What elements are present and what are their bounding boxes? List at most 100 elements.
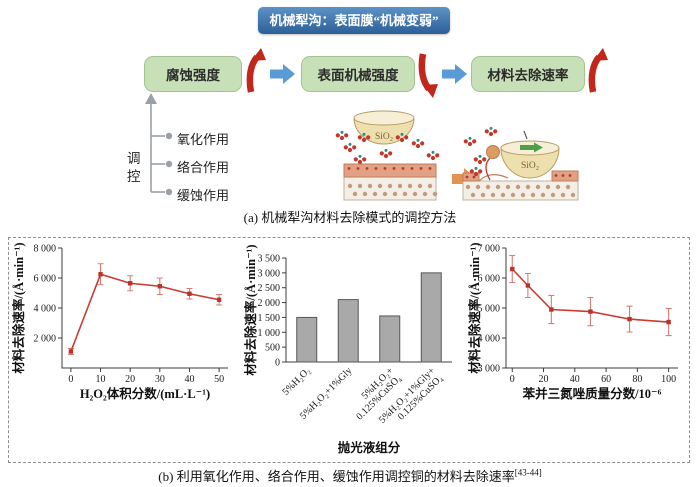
red-up-arrow-icon xyxy=(588,48,608,93)
molecule xyxy=(469,166,483,177)
data-point xyxy=(127,281,133,286)
caption-b-text: (b) 利用氧化作用、络合作用、缓蚀作用调控铜的材料去除速率 xyxy=(158,469,515,484)
data-point xyxy=(588,309,593,314)
regulation-item-oxidation: 氧化作用 xyxy=(177,132,230,147)
molecule xyxy=(395,132,409,143)
gray-up-arrowhead-icon xyxy=(145,93,157,104)
regulation-item-complexation: 络合作用 xyxy=(177,160,230,175)
x-tick-label: 0 xyxy=(68,374,73,385)
y-tick-label: 3 500 xyxy=(258,254,281,265)
molecule xyxy=(426,150,440,161)
x-axis-label: 苯并三氮唑质量分数/10⁻⁶ xyxy=(522,386,662,401)
chart-slurry-mrr-bar: 0 500 1 000 1 500 2 000 2 500 3 000 3 500材料去除速率… xyxy=(244,244,452,455)
x-tick-label: 20 xyxy=(125,374,135,385)
y-tick-label: 6 000 xyxy=(478,274,501,285)
bar xyxy=(379,315,401,363)
green-motion-arrow-icon xyxy=(520,145,534,150)
x-tick-label: 40 xyxy=(184,374,194,385)
data-point xyxy=(666,319,671,325)
y-tick-label: 5 000 xyxy=(478,304,501,315)
bullet-dot-icon xyxy=(165,160,173,168)
y-tick-label: 1 500 xyxy=(258,313,281,324)
bar xyxy=(337,299,359,363)
y-tick-label: 0 xyxy=(275,358,280,369)
molecule xyxy=(335,130,349,141)
data-point xyxy=(549,307,554,312)
sio2-abrasion-illustration: SiO₂ SiO₂ xyxy=(335,110,579,201)
regulation-tree xyxy=(145,93,173,196)
y-tick-label: 8 000 xyxy=(34,244,57,255)
data-point xyxy=(216,297,222,302)
molecule xyxy=(463,136,477,147)
axes xyxy=(61,248,228,369)
x-tick-label: 0 xyxy=(510,374,515,385)
y-tick-label: 2 000 xyxy=(34,334,57,345)
molecule xyxy=(379,148,393,159)
chart-h2o2-mrr-line: 2 000 4 000 6 000 8 000 0 10 20 30 40 50 材料去除速率/(Å… xyxy=(12,242,228,401)
y-tick-label: 7 000 xyxy=(478,244,501,255)
blue-right-arrow-icon xyxy=(270,64,295,84)
flow-box-surface-strength: 表面机械强度 xyxy=(301,56,415,92)
y-tick-label: 500 xyxy=(265,343,280,354)
data-point xyxy=(525,283,531,288)
x-axis-label: 抛光液组分 xyxy=(338,440,401,455)
panel-b-dashed-box: 2 000 4 000 6 000 8 000 0 10 20 30 40 50 材料去除速率/(Å… xyxy=(8,237,690,463)
y-tick-label: 3 000 xyxy=(478,364,501,375)
molecule xyxy=(343,142,357,153)
bullet-dot-icon xyxy=(165,132,173,140)
caption-a: (a) 机械犁沟材料去除模式的调控方法 xyxy=(243,210,457,225)
x-tick-label: 20 xyxy=(539,374,549,385)
caption-b-ref: [43-44] xyxy=(514,467,542,478)
x-axis-label: H₂O₂体积分数/(mL·L⁻¹) xyxy=(80,386,210,401)
axes xyxy=(505,248,678,369)
sio2-label-left: SiO₂ xyxy=(375,132,393,142)
molecule xyxy=(411,138,425,149)
regulation-label: 调控 xyxy=(127,151,141,184)
sio2-label-right: SiO₂ xyxy=(521,161,539,171)
flow-box-corrosion: 腐蚀强度 xyxy=(144,56,242,92)
y-tick-label: 4 000 xyxy=(34,304,57,315)
blue-right-arrow-icon xyxy=(442,64,467,84)
y-tick-label: 3 000 xyxy=(258,268,281,279)
data-point xyxy=(187,291,192,296)
bar xyxy=(420,272,442,363)
x-tick-label: 40 xyxy=(570,374,580,385)
data-line xyxy=(511,268,669,323)
molecule xyxy=(353,154,367,165)
data-line xyxy=(70,273,220,352)
molecule xyxy=(357,132,371,143)
x-tick-label: 30 xyxy=(155,374,165,385)
data-point xyxy=(510,266,515,272)
x-tick-label: 60 xyxy=(601,374,611,385)
header-box: 机械犁沟：表面膜“机械变弱” xyxy=(258,7,450,34)
molecule xyxy=(473,154,487,165)
flow-box-removal-rate: 材料去除速率 xyxy=(471,56,585,92)
data-point xyxy=(157,284,163,289)
chart-bta-mrr-line: 3 000 4 000 5 000 6 000 7 000 0 20 40 60 80 100 材料去… xyxy=(468,242,678,401)
data-point xyxy=(98,272,103,277)
regulation-item-inhibition: 缓蚀作用 xyxy=(177,188,230,203)
x-tick-label: 50 xyxy=(214,374,224,385)
down-pointer-icon xyxy=(523,130,528,140)
x-category-label: 5%H₂O₂ xyxy=(281,365,313,397)
y-tick-label: 2 500 xyxy=(258,283,281,294)
y-tick-label: 4 000 xyxy=(478,334,501,345)
y-axis-label: 材料去除速率/(Å·min⁻¹) xyxy=(12,242,26,374)
bar xyxy=(296,316,318,363)
x-tick-label: 10 xyxy=(96,374,106,385)
x-tick-label: 80 xyxy=(632,374,642,385)
data-point xyxy=(627,316,632,322)
bullet-dot-icon xyxy=(165,188,173,196)
red-down-arrow-icon xyxy=(418,53,438,98)
caption-b: (b) 利用氧化作用、络合作用、缓蚀作用调控铜的材料去除速率[43-44] xyxy=(0,466,700,485)
y-axis-label: 材料去除速率/(Å·min⁻¹) xyxy=(468,242,482,374)
red-up-arrow-icon xyxy=(246,48,266,93)
data-point xyxy=(68,349,74,354)
y-tick-label: 2 000 xyxy=(258,298,281,309)
y-axis-label: 材料去除速率/(Å·min⁻¹) xyxy=(244,244,258,376)
y-tick-label: 1 000 xyxy=(258,328,281,339)
x-tick-label: 100 xyxy=(661,374,676,385)
debris-particle xyxy=(485,145,500,181)
sio2-particle-right: SiO₂ xyxy=(500,130,560,179)
